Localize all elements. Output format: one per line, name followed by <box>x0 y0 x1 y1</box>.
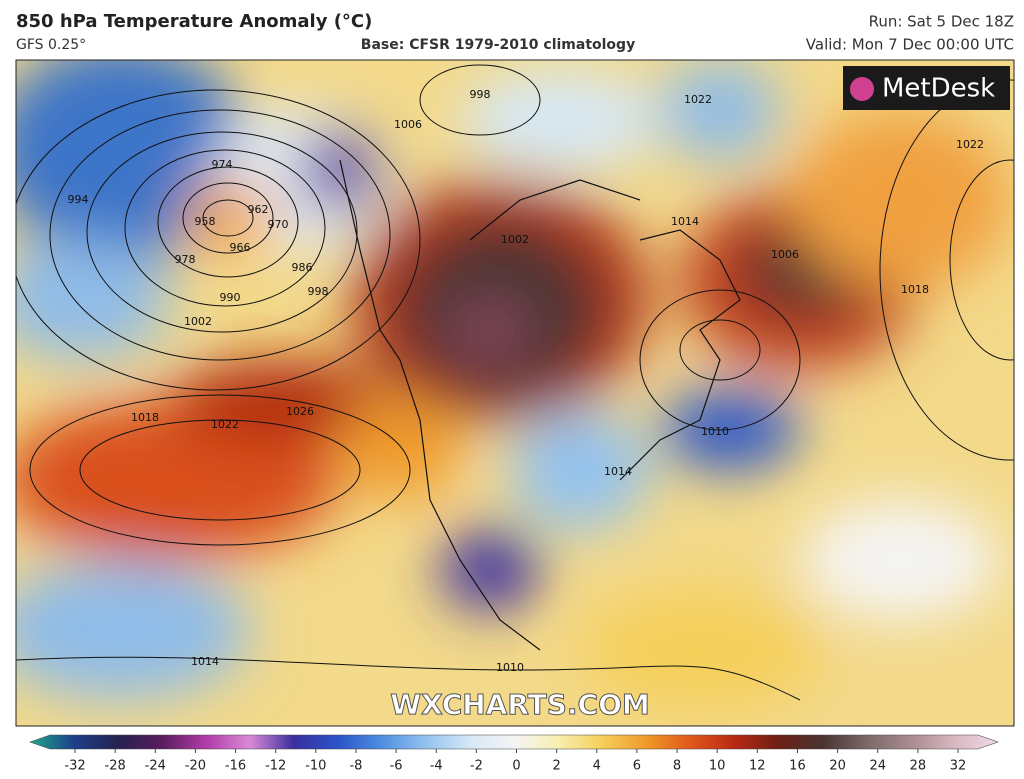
colorbar-tick-label: -24 <box>145 759 166 774</box>
isobar-label: 974 <box>212 158 233 171</box>
run: Run: Sat 5 Dec 18Z <box>869 13 1014 31</box>
isobar-label: 1010 <box>701 425 729 438</box>
logo: MetDesk <box>882 74 995 104</box>
colorbar-tick-label: -12 <box>265 759 286 774</box>
colorbar-tick-label: 32 <box>950 759 967 774</box>
title: 850 hPa Temperature Anomaly (°C) <box>16 11 372 32</box>
colorbar-tick-label: 10 <box>709 759 726 774</box>
colorbar-tick-label: -28 <box>105 759 126 774</box>
isobar-label: 1010 <box>496 661 524 674</box>
colorbar-tick-label: 2 <box>552 759 560 774</box>
colorbar-tick-label: 20 <box>829 759 846 774</box>
map-field: 974 994 958 966 970 962 978 986 990 998 1002 1006 10… <box>16 60 1014 726</box>
isobar-label: 1006 <box>771 248 799 261</box>
isobar-label: 1022 <box>211 418 239 431</box>
colorbar-tick-label: 16 <box>789 759 806 774</box>
isobar-label: 978 <box>175 253 196 266</box>
colorbar-tick-label: 6 <box>633 759 641 774</box>
isobar-label: 1018 <box>901 283 929 296</box>
model: GFS 0.25° <box>16 37 86 53</box>
isobar-label: 986 <box>292 261 313 274</box>
isobar-label: 1014 <box>671 215 699 228</box>
isobar-label: 998 <box>308 285 329 298</box>
isobar-label: 998 <box>470 88 491 101</box>
isobar-label: 970 <box>268 218 289 231</box>
isobar-label: 1002 <box>184 315 212 328</box>
colorbar-tick-label: 24 <box>869 759 886 774</box>
colorbar-tick-label: 12 <box>749 759 766 774</box>
colorbar-tick-label: -8 <box>349 759 362 774</box>
isobar-label: 1002 <box>501 233 529 246</box>
isobar-label: 990 <box>220 291 241 304</box>
colorbar-tick-label: -16 <box>225 759 246 774</box>
isobar-label: 962 <box>248 203 269 216</box>
colorbar-tick-label: 28 <box>910 759 927 774</box>
colorbar-tick-label: 4 <box>593 759 601 774</box>
colorbar-tick-label: -10 <box>305 759 326 774</box>
isobar-label: 958 <box>195 215 216 228</box>
isobar-label: 1006 <box>394 118 422 131</box>
isobar-label: 1018 <box>131 411 159 424</box>
isobar-label: 1022 <box>684 93 712 106</box>
isobar-label: 1026 <box>286 405 314 418</box>
map-frame <box>15 59 1015 727</box>
isobar-label: 1014 <box>604 465 632 478</box>
colorbar-tick-label: 0 <box>512 759 520 774</box>
colorbar-tick-label: -6 <box>390 759 403 774</box>
colorbar-tick-label: -20 <box>185 759 206 774</box>
isobar-label: 1014 <box>191 655 219 668</box>
isobar-label: 966 <box>230 241 251 254</box>
colorbar <box>29 734 999 750</box>
base: Base: CFSR 1979-2010 climatology <box>361 37 635 53</box>
isobar-label: 994 <box>68 193 89 206</box>
colorbar-tick-label: 8 <box>673 759 681 774</box>
colorbar-tick-label: -32 <box>64 759 85 774</box>
valid: Valid: Mon 7 Dec 00:00 UTC <box>806 36 1014 54</box>
colorbar-tick-label: -4 <box>430 759 443 774</box>
isobar-label: 1022 <box>956 138 984 151</box>
colorbar-tick-label: -2 <box>470 759 483 774</box>
watermark: WXCHARTS.COM <box>390 688 650 721</box>
